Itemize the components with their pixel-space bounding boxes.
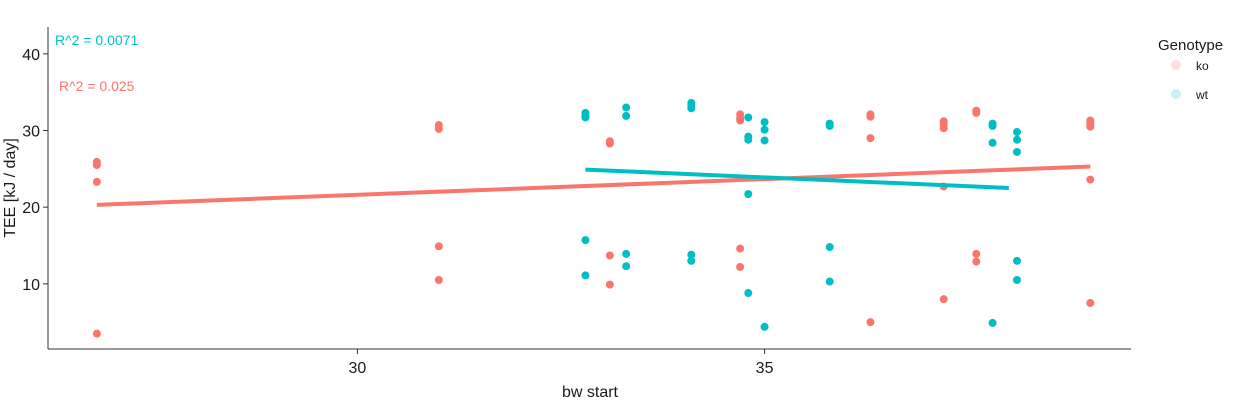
data-point-wt [622,249,631,258]
ticks: 30 35 10 20 30 40 [22,47,773,377]
r-squared-label-wt: R^2 = 0.0071 [55,32,138,48]
x-axis-title: bw start [562,384,619,400]
plot-area [92,98,1095,338]
y-axis-title: TEE [kJ / day] [2,138,19,238]
data-point-wt [622,111,631,120]
data-point-ko [972,257,981,266]
data-point-ko [434,124,443,133]
y-tick-label: 10 [22,277,40,294]
data-point-ko [736,116,745,125]
legend-swatch-wt [1171,89,1181,99]
data-point-wt [760,322,769,331]
data-point-ko [736,244,745,253]
data-point-wt [622,262,631,271]
data-point-ko [605,251,614,260]
data-point-wt [988,138,997,147]
legend-label-wt: wt [1195,88,1209,102]
data-point-ko [972,249,981,258]
data-point-ko [605,139,614,148]
data-point-ko [92,177,101,186]
legend-label-ko: ko [1196,59,1209,73]
trend-line-wt [585,167,1009,190]
data-point-wt [687,250,696,259]
r-squared-label-ko: R^2 = 0.025 [59,78,135,94]
data-point-wt [988,121,997,130]
data-point-ko [736,262,745,271]
data-point-wt [1013,128,1021,137]
data-point-ko [434,276,443,284]
data-point-ko [972,108,981,117]
data-point-wt [687,256,696,265]
trend-line-ko [96,164,1091,207]
data-point-ko [605,280,614,289]
data-point-wt [1013,276,1021,284]
data-point-wt [1013,135,1021,144]
data-point-ko [866,318,875,327]
data-point-wt [1013,256,1021,265]
data-point-wt [1013,147,1021,156]
data-point-wt [744,113,753,122]
data-point-wt [744,135,753,144]
axes [47,27,1131,350]
data-point-wt [988,318,997,327]
data-point-wt [687,104,696,113]
y-tick-label: 20 [22,200,40,217]
data-point-wt [581,113,590,122]
data-point-wt [825,277,834,286]
data-point-ko [866,112,875,121]
x-tick-label: 35 [756,360,774,377]
data-point-wt [760,136,769,145]
data-point-wt [825,243,834,252]
y-tick-label: 40 [22,47,40,64]
data-point-wt [581,236,590,245]
data-point-ko [1086,299,1095,307]
data-point-wt [744,289,753,298]
data-point-ko [1086,122,1095,131]
data-point-ko [939,124,948,133]
data-point-ko [939,295,948,304]
data-point-wt [581,271,590,280]
data-point-wt [825,121,834,130]
data-point-wt [760,125,769,134]
x-tick-label: 30 [349,360,367,377]
data-point-wt [760,118,769,127]
y-tick-label: 30 [22,124,40,141]
data-point-ko [866,134,875,143]
legend-title: Genotype [1158,37,1223,54]
legend-swatch-ko [1171,60,1181,70]
data-point-wt [622,103,631,112]
data-point-ko [92,329,101,338]
data-point-ko [1086,175,1095,184]
data-point-ko [92,161,101,169]
legend: Genotype ko wt [1158,37,1223,102]
data-point-wt [744,190,753,199]
data-point-ko [434,242,443,251]
